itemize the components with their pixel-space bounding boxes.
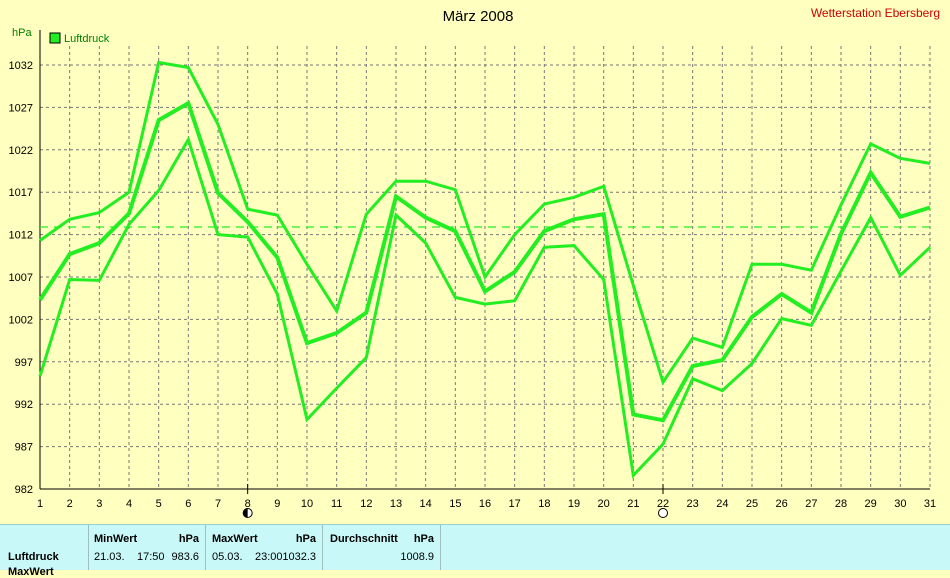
avg-value: 1008.9 — [400, 551, 434, 563]
y-tick-label: 1002 — [9, 314, 33, 326]
stats-min-column: MinWert hPa 21.03. 17:50 983.6 — [89, 525, 206, 570]
moon-full-icon — [658, 508, 668, 518]
series-line-avg — [38, 100, 931, 423]
x-tick-label: 7 — [215, 498, 221, 510]
x-tick-label: 23 — [687, 498, 699, 510]
x-tick-label: 11 — [331, 498, 342, 510]
x-tick-label: 19 — [568, 498, 580, 510]
y-tick-label: 1017 — [9, 187, 33, 199]
x-tick-label: 8 — [245, 498, 251, 510]
y-tick-label: 997 — [15, 357, 33, 369]
avg-unit: hPa — [413, 533, 434, 545]
legend-label: Luftdruck — [64, 33, 110, 45]
station-name: Wetterstation Ebersberg — [811, 6, 940, 20]
x-tick-label: 3 — [96, 498, 102, 510]
x-tick-label: 29 — [865, 498, 877, 510]
x-tick-label: 1 — [37, 498, 43, 510]
series-line-min — [38, 135, 932, 479]
x-tick-label: 13 — [390, 498, 402, 510]
stats-panel: Luftdruck MaxWert MinWert hPa 21.03. 17:… — [0, 524, 950, 578]
stats-row-label: Luftdruck — [8, 551, 59, 563]
avg-header: Durchschnitt — [330, 533, 398, 545]
x-tick-label: 20 — [598, 498, 610, 510]
x-tick-label: 16 — [479, 498, 491, 510]
y-tick-label: 1012 — [9, 230, 33, 242]
x-tick-label: 6 — [185, 498, 191, 510]
x-tick-label: 9 — [274, 498, 280, 510]
x-tick-label: 12 — [360, 498, 372, 510]
y-tick-label: 987 — [15, 442, 33, 454]
max-time: 23:00 — [255, 551, 283, 563]
x-tick-label: 14 — [420, 498, 432, 510]
y-tick-label: 1007 — [9, 272, 33, 284]
legend-swatch — [49, 32, 61, 44]
x-tick-label: 28 — [835, 498, 847, 510]
x-tick-label: 15 — [449, 498, 461, 510]
min-date: 21.03. — [94, 551, 125, 563]
max-unit: hPa — [295, 533, 316, 545]
stats-max-column: MaxWert hPa 05.03. 23:00 1032.3 — [206, 525, 323, 570]
x-tick-label: 2 — [67, 498, 73, 510]
max-value: 1032.3 — [282, 551, 316, 563]
x-tick-label: 22 — [657, 498, 669, 510]
max-header: MaxWert — [212, 533, 258, 545]
x-tick-label: 5 — [156, 498, 162, 510]
stats-avg-column: Durchschnitt hPa 1008.9 — [323, 525, 441, 570]
y-axis-unit: hPa — [12, 27, 32, 39]
min-unit: hPa — [178, 533, 199, 545]
x-tick-label: 10 — [301, 498, 313, 510]
x-tick-label: 25 — [746, 498, 758, 510]
x-tick-label: 26 — [776, 498, 788, 510]
x-tick-label: 24 — [716, 498, 728, 510]
plot-area: 1 2 3 4 5 6 7 8 9 10 11 12 13 14 15 16 17 18 19 20 21 22 23 24 2… — [9, 30, 936, 518]
chart-title: März 2008 — [443, 8, 514, 25]
y-tick-label: 1032 — [9, 60, 33, 72]
x-tick-label: 31 — [924, 498, 936, 510]
x-tick-label: 4 — [126, 498, 132, 510]
moon-half-shade — [243, 508, 248, 518]
x-tick-label: 21 — [627, 498, 639, 510]
min-time: 17:50 — [137, 551, 165, 563]
x-tick-label: 17 — [509, 498, 521, 510]
max-date: 05.03. — [212, 551, 243, 563]
y-tick-label: 982 — [15, 484, 33, 496]
pressure-chart: März 2008 Wetterstation Ebersberg hPa Lu… — [9, 6, 940, 518]
stats-label-column — [0, 525, 89, 570]
min-value: 983.6 — [171, 551, 199, 563]
series-line-max — [39, 60, 931, 386]
y-tick-label: 1022 — [9, 145, 33, 157]
x-tick-label: 30 — [894, 498, 906, 510]
y-tick-label: 1027 — [9, 102, 33, 114]
min-header: MinWert — [94, 533, 138, 545]
y-tick-label: 992 — [15, 399, 33, 411]
x-tick-label: 18 — [538, 498, 550, 510]
x-tick-label: 27 — [805, 498, 817, 510]
